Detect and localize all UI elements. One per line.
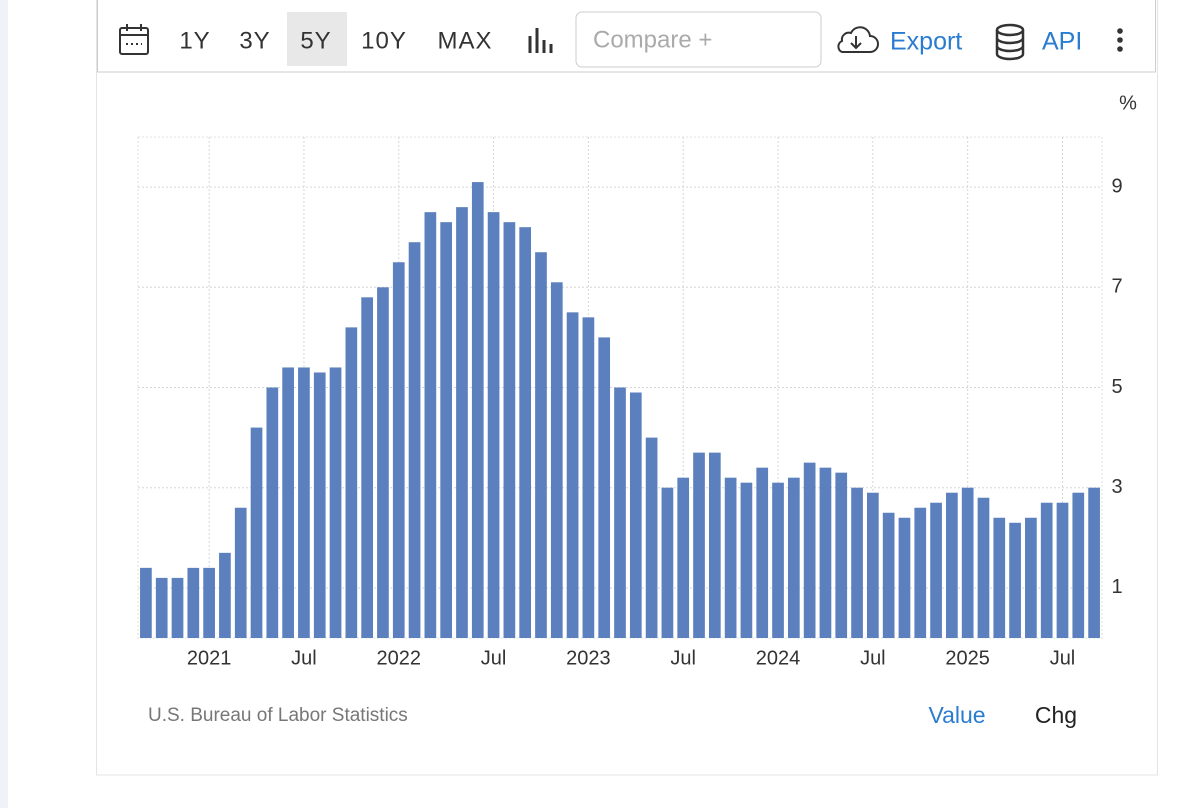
bar (345, 327, 358, 638)
bar (582, 317, 595, 638)
bar (424, 212, 437, 638)
x-tick-label: 2023 (566, 647, 611, 669)
bar (930, 502, 942, 638)
source: U.S. Bureau of Labor Statistics (148, 705, 408, 726)
bar (740, 482, 753, 638)
api-button[interactable]: API (1042, 28, 1082, 56)
x-tick-label: Jul (670, 647, 696, 669)
bar (187, 567, 200, 638)
bar (882, 512, 895, 638)
bar (772, 482, 784, 638)
range-button[interactable]: 1Y (179, 27, 210, 54)
bar (250, 427, 263, 638)
export-button[interactable]: Export (890, 28, 962, 56)
bar (1025, 517, 1037, 638)
view-tab[interactable]: Value (928, 702, 985, 728)
bar (914, 507, 927, 638)
plot-frame (137, 136, 1103, 639)
compare-placeholder[interactable]: Compare + (593, 26, 712, 53)
calendar-icon[interactable] (119, 24, 149, 55)
bar (440, 222, 453, 639)
bar (708, 452, 721, 638)
x-tick-label: Jul (860, 647, 886, 669)
y-tick-label: 9 (1111, 175, 1122, 197)
bar (946, 492, 958, 638)
x-tick-label: Jul (291, 647, 317, 669)
y-tick-label: 3 (1111, 476, 1122, 498)
bar (598, 337, 611, 638)
bar (329, 367, 342, 638)
bar (867, 492, 879, 638)
bar (661, 487, 674, 638)
x-tick-label: 2021 (187, 647, 232, 669)
x-tick-label: Jul (1050, 647, 1076, 669)
bar (1056, 502, 1069, 638)
bar (392, 262, 405, 638)
bar (693, 452, 705, 638)
bar (298, 367, 310, 638)
range-button[interactable]: 5Y (300, 27, 331, 54)
bar (629, 392, 642, 638)
bar (803, 462, 816, 638)
bar (155, 577, 168, 638)
bar (487, 212, 500, 638)
bar (503, 222, 516, 639)
bar (835, 472, 848, 638)
bar (898, 517, 911, 638)
bar (566, 312, 579, 638)
bar-chart-icon[interactable] (528, 28, 553, 53)
bar (993, 517, 1006, 638)
range-button[interactable]: MAX (437, 27, 492, 54)
bar (361, 297, 373, 638)
bar (471, 182, 484, 638)
range-button[interactable]: 10Y (361, 27, 407, 54)
x-tick-label: Jul (481, 647, 507, 669)
bar (977, 497, 990, 638)
bar (203, 567, 215, 638)
bar (645, 437, 658, 638)
bar (1088, 487, 1100, 638)
bar (535, 252, 547, 639)
cloud-download-icon[interactable] (837, 26, 879, 53)
x-tick-label: 2024 (756, 647, 801, 669)
bar (677, 477, 690, 638)
x-tick-label: 2025 (945, 647, 990, 669)
view-tab[interactable]: Chg (1035, 702, 1077, 728)
bar (234, 507, 247, 638)
bar (851, 487, 863, 638)
bar (724, 477, 737, 638)
bar (408, 242, 421, 638)
x-tick-label: 2022 (377, 647, 422, 669)
bar (377, 287, 389, 638)
bar (171, 577, 184, 638)
unit-label: % (1119, 92, 1137, 114)
bar (819, 467, 832, 638)
database-icon[interactable] (995, 23, 1025, 61)
bar (961, 487, 974, 638)
bar (519, 227, 532, 638)
side-strip (0, 0, 8, 808)
selected-range-bg (287, 12, 347, 66)
y-tick-label: 7 (1111, 276, 1122, 298)
bar (140, 567, 152, 638)
compare-input[interactable] (575, 11, 822, 68)
y-tick-label: 1 (1111, 576, 1122, 598)
bar (1040, 502, 1053, 638)
bar (787, 477, 800, 638)
bar (266, 387, 279, 638)
bar (1072, 492, 1085, 638)
bar (550, 282, 563, 638)
bar (614, 387, 626, 638)
bar (282, 367, 294, 638)
bar (1009, 522, 1021, 638)
range-button[interactable]: 3Y (239, 27, 270, 54)
bar (456, 207, 468, 638)
y-tick-label: 5 (1111, 376, 1122, 398)
bar (219, 552, 231, 638)
bar (313, 372, 326, 638)
more-menu[interactable] (1117, 28, 1123, 52)
bar (756, 467, 769, 638)
